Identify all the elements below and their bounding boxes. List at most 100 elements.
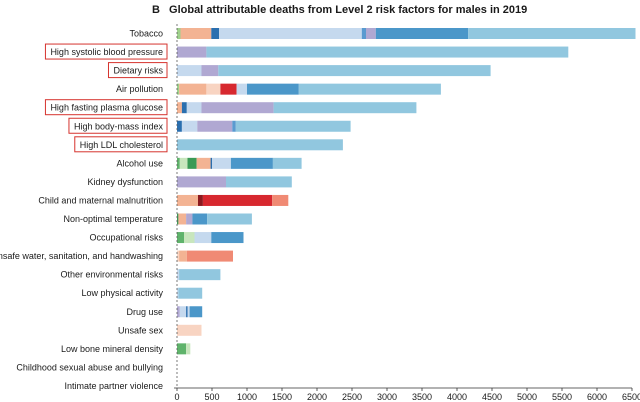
bar-segment [177,83,180,95]
bar-segment [218,65,491,77]
bar-segment [179,250,187,262]
bar-segment [184,232,195,244]
x-tick-label: 5500 [552,392,572,402]
bar-segment [206,46,569,58]
category-label: Non-optimal temperature [63,214,163,224]
x-tick-label: 3500 [412,392,432,402]
category-label: Unsafe water, sanitation, and handwashin… [0,251,163,261]
x-tick-label: 2000 [307,392,327,402]
x-tick-label: 4500 [482,392,502,402]
bar-segment [375,28,469,39]
bar-segment [177,120,182,132]
bar-segment [273,102,417,114]
category-label: High LDL cholesterol [80,140,163,150]
x-tick-label: 500 [204,392,219,402]
bar-segment [197,120,233,132]
bar-segment [181,120,198,132]
bar-segment [189,306,203,318]
bar-segment [211,28,219,39]
category-label: Intimate partner violence [64,381,163,391]
category-label: Childhood sexual abuse and bullying [16,362,163,372]
highlight-box [74,136,168,153]
bar-segment [178,287,203,299]
bar-segment [211,232,244,244]
panel-letter: B [152,4,160,16]
bar-segment [187,306,190,318]
highlight-box [68,117,168,134]
bar-segment [177,139,343,151]
bar-segment [232,120,236,132]
category-label: Air pollution [116,84,163,94]
bar-segment [192,213,208,225]
bar-segment [177,28,181,39]
x-tick-label: 6000 [587,392,607,402]
bar-segment [226,176,292,188]
bar-segment [177,194,198,206]
chart-title: B Global attributable deaths from Level … [152,4,527,16]
category-label: High body-mass index [74,121,164,131]
bar-segment [186,213,193,225]
bar-segment [180,28,212,39]
bar-segment [177,102,182,114]
bar-segment [179,306,187,318]
bar-segment [210,157,212,169]
bar-segment [177,46,207,58]
bar-segment [186,343,191,355]
bar-segment [179,269,221,281]
category-label: High fasting plasma glucose [50,103,163,113]
category-label: Drug use [126,307,163,317]
bar-segment [187,157,197,169]
bar-segment [177,65,202,77]
category-label: Kidney dysfunction [87,177,163,187]
bar-segment [178,213,187,225]
bar-segment [177,213,179,225]
bar-segment [179,157,188,169]
bar-segment [198,194,203,206]
bar-segment [272,194,289,206]
bar-segment [247,83,299,95]
bar-segment [177,176,226,188]
category-label: Tobacco [129,29,163,39]
highlight-box [44,99,168,116]
x-tick-label: 1500 [272,392,292,402]
bar-segment [201,102,274,114]
x-tick-label: 3000 [377,392,397,402]
category-label: Low physical activity [81,288,163,298]
bar-segment [272,157,302,169]
x-tick-label: 1000 [237,392,257,402]
bar-segment [177,287,179,299]
bar-segment [230,157,273,169]
bar-segment [177,232,184,244]
bar-segment [219,28,362,39]
x-tick-label: 5000 [517,392,537,402]
x-tick-label: 6500 [622,392,640,402]
bar-segment [186,102,202,114]
category-label: High systolic blood pressure [50,47,163,57]
category-label: Child and maternal malnutrition [38,195,163,205]
bar-segment [468,28,636,39]
panel-title-text: Global attributable deaths from Level 2 … [169,4,528,16]
bar-segment [194,232,212,244]
bar-segment [177,157,180,169]
category-label: Low bone mineral density [61,344,164,354]
bar-segment [298,83,441,95]
bar-segment [177,250,180,262]
x-tick-label: 2500 [342,392,362,402]
bar-segment [220,83,237,95]
category-label: Dietary risks [113,66,163,76]
category-label: Alcohol use [116,158,163,168]
bar-segment [196,157,211,169]
bar-segment [366,28,376,39]
x-tick-label: 0 [174,392,179,402]
bar-segment [201,65,219,77]
x-tick-label: 4000 [447,392,467,402]
highlight-box [107,62,168,79]
bar-segment [177,306,180,318]
bar-segment [212,157,231,169]
bar-segment [236,83,247,95]
bar-segment [202,194,273,206]
bar-segment [235,120,351,132]
bar-segment [181,102,187,114]
